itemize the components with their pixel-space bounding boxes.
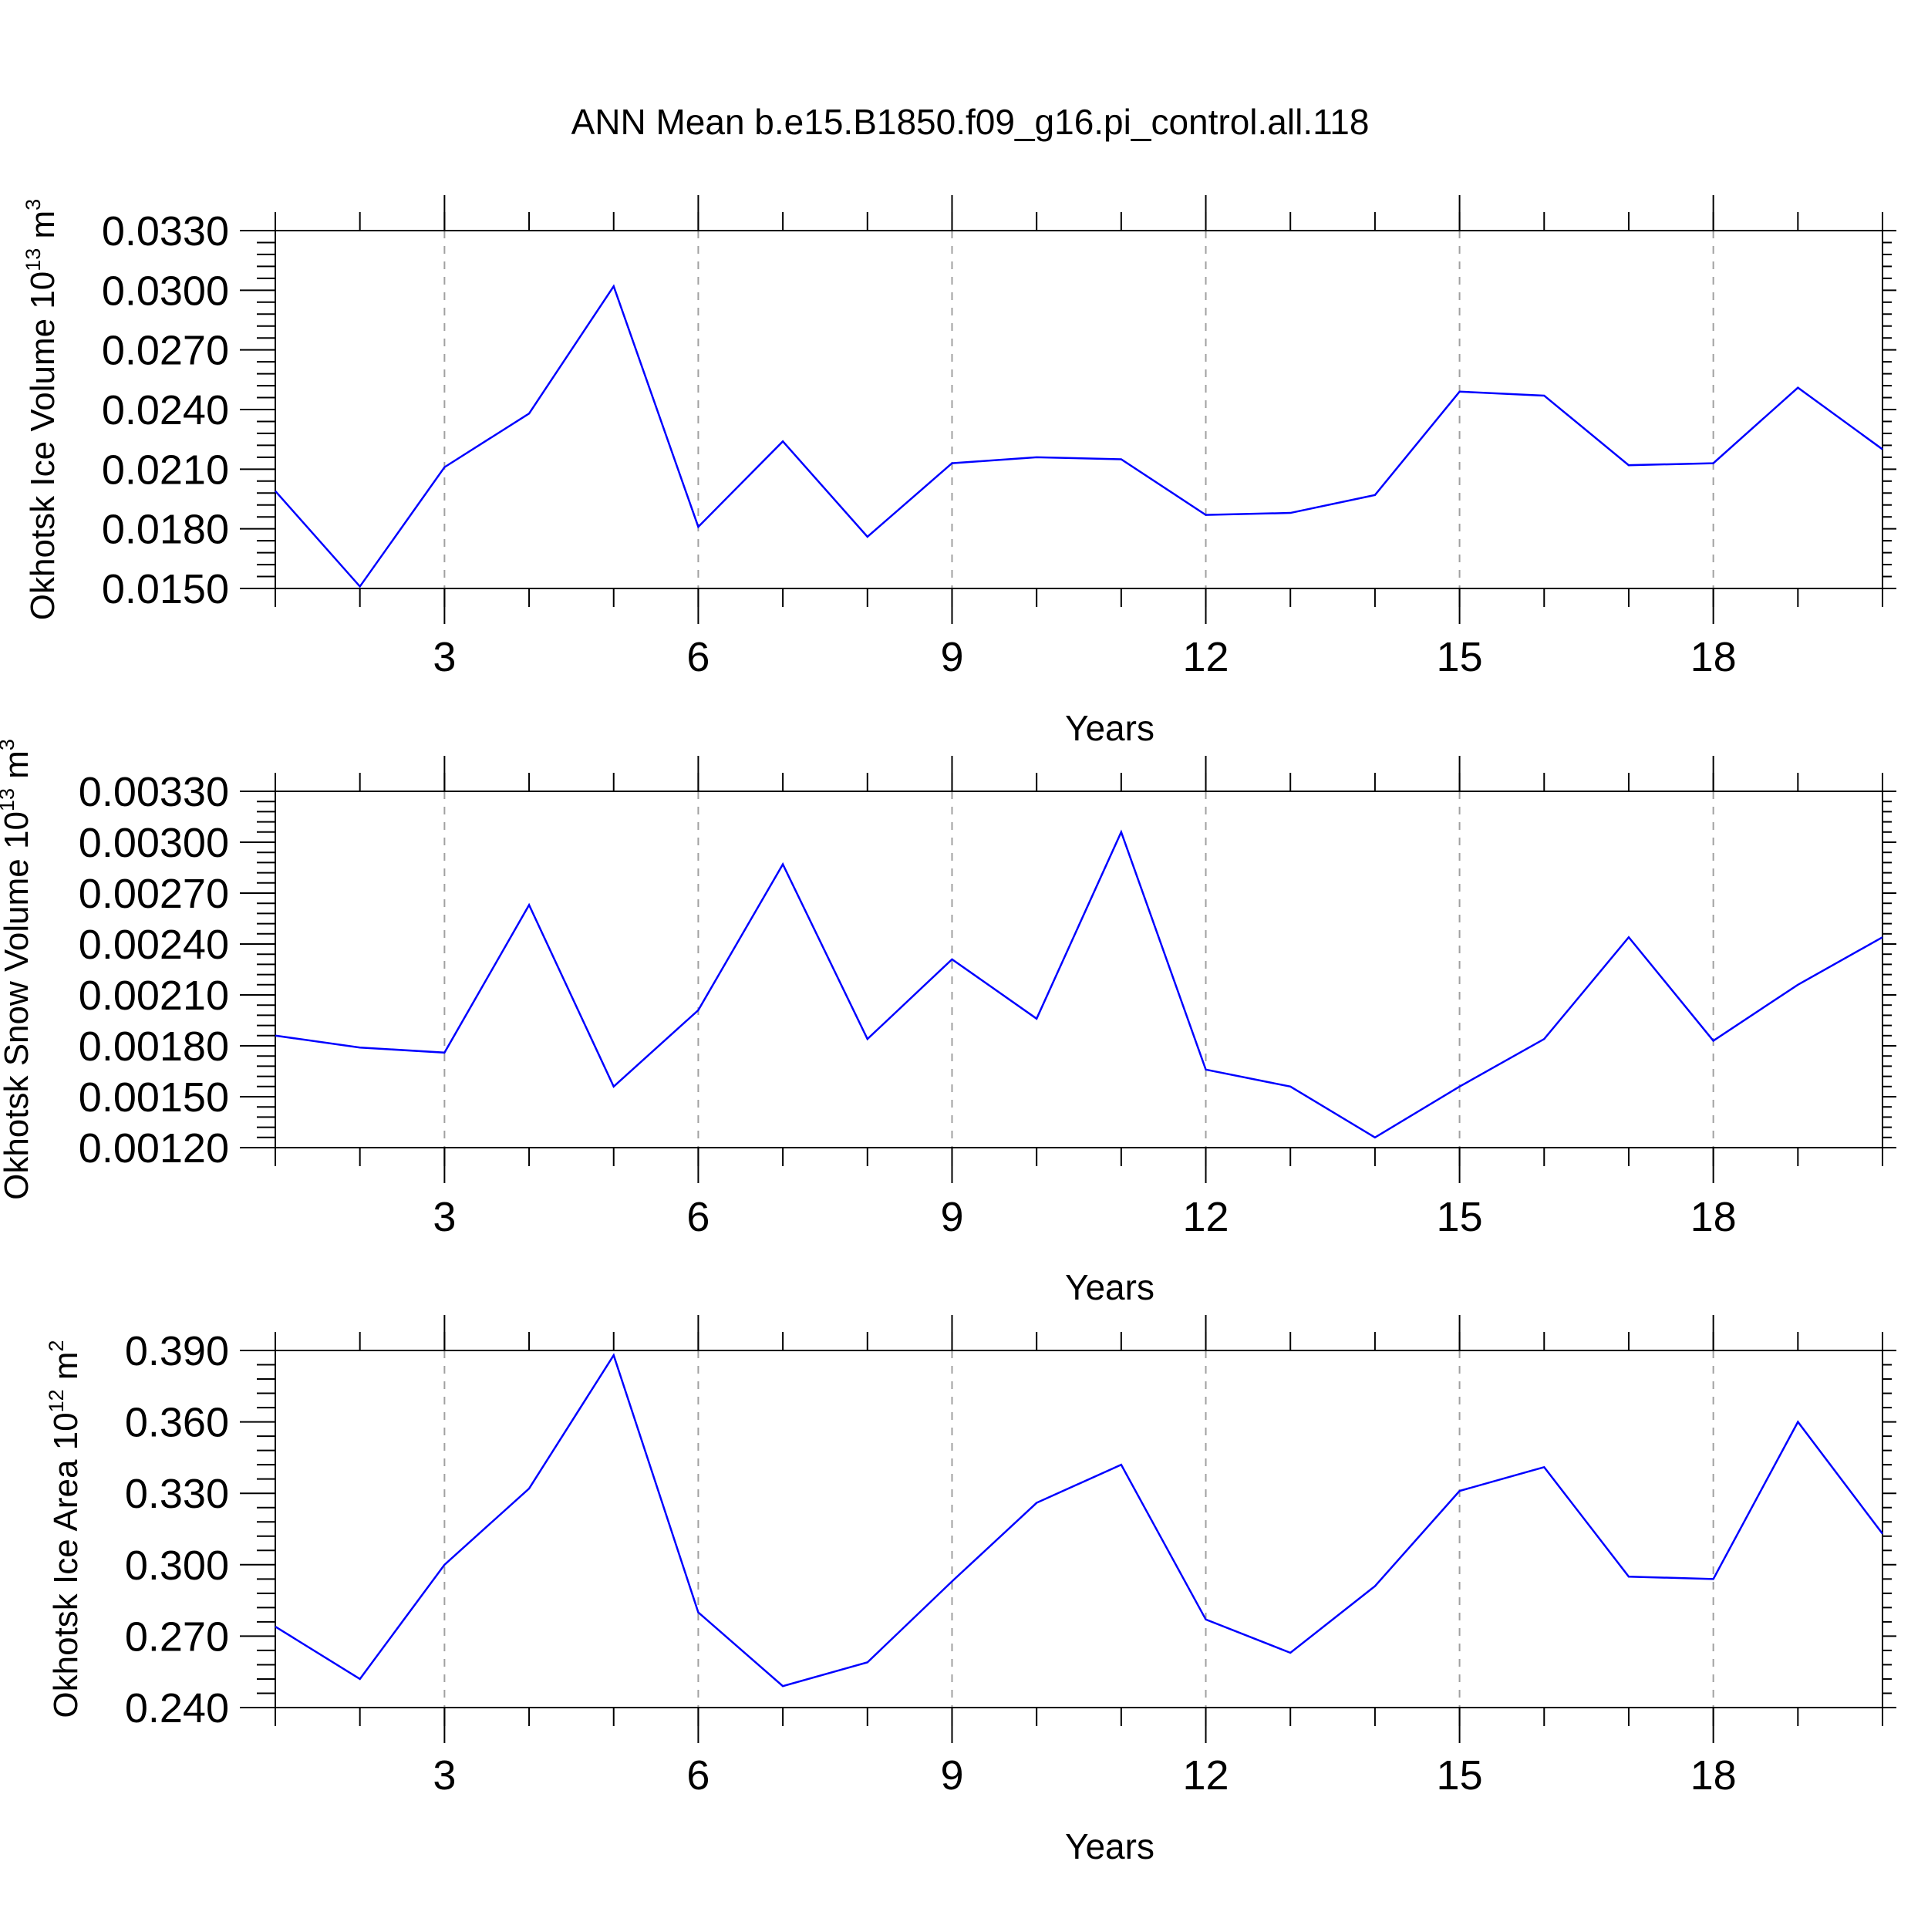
y-tick-label: 0.390: [125, 1328, 229, 1374]
x-tick-label: 15: [1437, 1752, 1483, 1799]
series-line: [275, 284, 1883, 588]
x-tick-label: 3: [433, 634, 456, 680]
y-tick-label: 0.0150: [102, 566, 229, 612]
y-tick-label: 0.00270: [79, 871, 229, 917]
y-axis-title: Okhotsk Ice Volume 1013 m3: [22, 199, 62, 620]
y-tick-label: 0.360: [125, 1400, 229, 1446]
series-line: [275, 1353, 1883, 1688]
y-tick-label: 0.00120: [79, 1125, 229, 1172]
y-tick-label: 0.0240: [102, 387, 229, 433]
x-tick-label: 6: [686, 634, 710, 680]
y-tick-label: 0.00300: [79, 820, 229, 866]
y-tick-label: 0.00150: [79, 1074, 229, 1121]
y-axis-title: Okhotsk Snow Volume 1013 m3: [0, 739, 35, 1200]
panel-3: 3 6 9 12 15 18 0.240 0.270 0.300 0.330 0.360 0.390 Y…: [45, 1315, 1896, 1866]
y-tick-label: 0.240: [125, 1685, 229, 1731]
x-tick-label: 3: [433, 1752, 456, 1799]
plot-frame: [275, 1350, 1883, 1708]
x-tick-label: 15: [1437, 1194, 1483, 1240]
y-tick-label: 0.0270: [102, 328, 229, 374]
x-axis-title: Years: [1065, 708, 1154, 748]
x-tick-label: 18: [1690, 634, 1737, 680]
y-tick-label: 0.0180: [102, 507, 229, 553]
x-tick-label: 9: [940, 634, 963, 680]
y-tick-label: 0.00180: [79, 1023, 229, 1070]
y-tick-label: 0.00240: [79, 922, 229, 968]
x-axis-title: Years: [1065, 1267, 1154, 1307]
y-tick-label: 0.300: [125, 1543, 229, 1589]
y-tick-label: 0.00210: [79, 973, 229, 1019]
x-tick-label: 9: [940, 1752, 963, 1799]
x-tick-label: 18: [1690, 1194, 1737, 1240]
panel-1: 3 6 9 12 15 18 0.0150 0.0180 0.0210 0.0240 0.0270 0…: [22, 195, 1896, 748]
x-tick-label: 9: [940, 1194, 963, 1240]
y-tick-label: 0.0300: [102, 268, 229, 314]
plot-frame: [275, 230, 1883, 589]
y-tick-label: 0.0210: [102, 447, 229, 493]
x-tick-label: 12: [1182, 634, 1229, 680]
x-tick-label: 15: [1437, 634, 1483, 680]
x-axis-title: Years: [1065, 1826, 1154, 1866]
x-tick-label: 3: [433, 1194, 456, 1240]
x-tick-label: 6: [686, 1194, 710, 1240]
x-tick-label: 12: [1182, 1752, 1229, 1799]
figure-title: ANN Mean b.e15.B1850.f09_g16.pi_control.…: [571, 102, 1370, 142]
x-tick-label: 18: [1690, 1752, 1737, 1799]
x-tick-label: 12: [1182, 1194, 1229, 1240]
y-tick-label: 0.270: [125, 1613, 229, 1660]
plot-frame: [275, 791, 1883, 1148]
y-tick-label: 0.0330: [102, 208, 229, 255]
x-tick-label: 6: [686, 1752, 710, 1799]
y-tick-label: 0.00330: [79, 769, 229, 815]
series-line: [275, 829, 1883, 1139]
y-tick-label: 0.330: [125, 1471, 229, 1517]
y-axis-title: Okhotsk Ice Area 1012 m2: [45, 1340, 85, 1718]
